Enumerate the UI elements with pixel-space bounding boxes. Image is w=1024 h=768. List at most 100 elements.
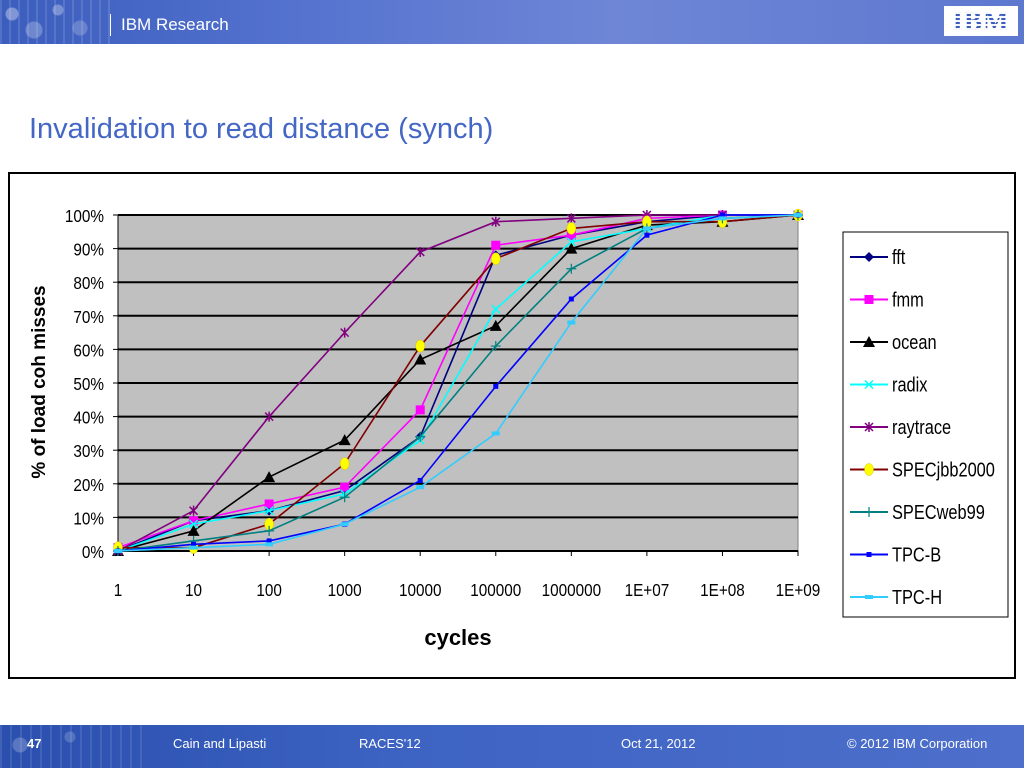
x-axis-title: cycles <box>424 625 491 650</box>
data-point <box>340 482 350 492</box>
x-tick-label: 1E+09 <box>776 580 821 600</box>
legend-marker <box>863 336 875 347</box>
data-point <box>339 492 350 503</box>
x-tick-label: 1000 <box>328 580 362 600</box>
data-point <box>414 353 427 365</box>
data-point <box>265 542 274 547</box>
legend-label: TPC-H <box>892 585 942 608</box>
header-separator <box>110 14 111 36</box>
header-pattern <box>0 0 110 44</box>
data-point <box>415 246 425 257</box>
series-tpc-h <box>114 213 802 553</box>
legend-marker <box>864 295 874 304</box>
data-point <box>566 263 577 274</box>
legend-item-specweb99: SPECweb99 <box>850 500 985 523</box>
page-number: 47 <box>27 736 42 751</box>
legend-label: fmm <box>892 288 924 311</box>
y-tick-label: 90% <box>73 239 104 259</box>
x-tick-label: 1E+07 <box>625 580 670 600</box>
y-tick-label: 0% <box>82 542 104 562</box>
footer-copyright: © 2012 IBM Corporation <box>847 736 988 751</box>
legend-label: raytrace <box>892 415 951 438</box>
series-line <box>117 214 798 552</box>
y-tick-label: 80% <box>73 273 104 293</box>
series-line <box>117 214 798 552</box>
x-tick-label: 10000 <box>399 580 442 600</box>
data-point <box>340 327 350 338</box>
legend-item-raytrace: raytrace <box>850 415 951 438</box>
data-point <box>568 296 574 302</box>
data-point <box>491 216 501 227</box>
data-point <box>189 545 198 550</box>
legend-label: SPECjbb2000 <box>892 458 995 481</box>
y-tick-label: 60% <box>73 340 104 360</box>
footer-pattern <box>0 725 150 768</box>
data-point <box>338 434 351 446</box>
data-point <box>644 232 650 238</box>
y-tick-label: 70% <box>73 307 104 327</box>
legend-marker <box>864 507 874 517</box>
x-tick-label: 10 <box>185 580 202 600</box>
series-raytrace <box>113 210 803 556</box>
data-point <box>339 457 350 470</box>
footer-authors: Cain and Lipasti <box>173 736 267 751</box>
data-point <box>264 499 274 509</box>
slide-title: Invalidation to read distance (synch) <box>29 113 494 145</box>
footer-conference: RACES'12 <box>359 736 421 751</box>
legend-label: ocean <box>892 330 937 353</box>
legend-item-specjbb2000: SPECjbb2000 <box>850 458 995 481</box>
y-tick-label: 10% <box>73 508 104 528</box>
legend-marker <box>864 422 874 432</box>
legend-marker <box>866 552 872 557</box>
header-brand: IBM Research <box>121 15 229 34</box>
y-tick-label: 100% <box>65 206 104 226</box>
legend-label: radix <box>892 373 928 396</box>
y-tick-label: 30% <box>73 441 104 461</box>
data-point <box>566 213 576 224</box>
data-point <box>189 505 199 516</box>
x-tick-label: 1000000 <box>542 580 602 600</box>
legend-item-tpc-h: TPC-H <box>850 585 942 608</box>
y-tick-label: 40% <box>73 407 104 427</box>
legend-label: fft <box>892 245 905 268</box>
legend-item-tpc-b: TPC-B <box>850 543 941 566</box>
series-line <box>117 214 798 552</box>
legend-marker <box>864 379 874 390</box>
x-tick-label: 1E+08 <box>700 580 745 600</box>
data-point <box>642 226 651 231</box>
data-point <box>415 405 425 415</box>
data-point <box>718 216 727 221</box>
legend-label: TPC-B <box>892 543 941 566</box>
data-point <box>415 339 425 353</box>
data-point <box>264 525 275 536</box>
data-point <box>114 549 122 553</box>
data-point <box>189 516 199 526</box>
data-point <box>266 538 272 544</box>
footer-bar: 47 Cain and Lipasti RACES'12 Oct 21, 201… <box>0 725 1024 768</box>
legend-marker <box>864 463 874 476</box>
legend: fft fmm ocean radix raytrace SPECjbb2000 SPECw… <box>850 245 995 608</box>
data-point <box>491 304 501 314</box>
footer-date: Oct 21, 2012 <box>621 736 696 751</box>
data-point <box>264 506 274 516</box>
header-bar: IBM Research IBM <box>0 0 1024 44</box>
x-tick-label: 100 <box>256 580 282 600</box>
data-point <box>491 252 501 265</box>
data-point <box>490 341 501 352</box>
data-point <box>264 411 274 422</box>
legend-marker <box>865 595 873 599</box>
data-point <box>189 519 199 529</box>
data-point <box>417 477 423 483</box>
data-point <box>567 320 576 325</box>
data-point <box>416 485 425 490</box>
data-point <box>187 524 200 536</box>
y-axis: 0% 10% 20% 30% 40% 50% 60% 70% 80% 90% 100% <box>65 206 118 562</box>
legend-item-fmm: fmm <box>850 288 924 311</box>
data-point <box>263 471 276 483</box>
data-point <box>719 212 725 218</box>
legend-item-fft: fft <box>850 245 905 268</box>
y-tick-label: 20% <box>73 475 104 495</box>
y-axis-title: % of load coh misses <box>29 285 50 478</box>
data-point <box>491 431 500 436</box>
legend-label: SPECweb99 <box>892 500 985 523</box>
